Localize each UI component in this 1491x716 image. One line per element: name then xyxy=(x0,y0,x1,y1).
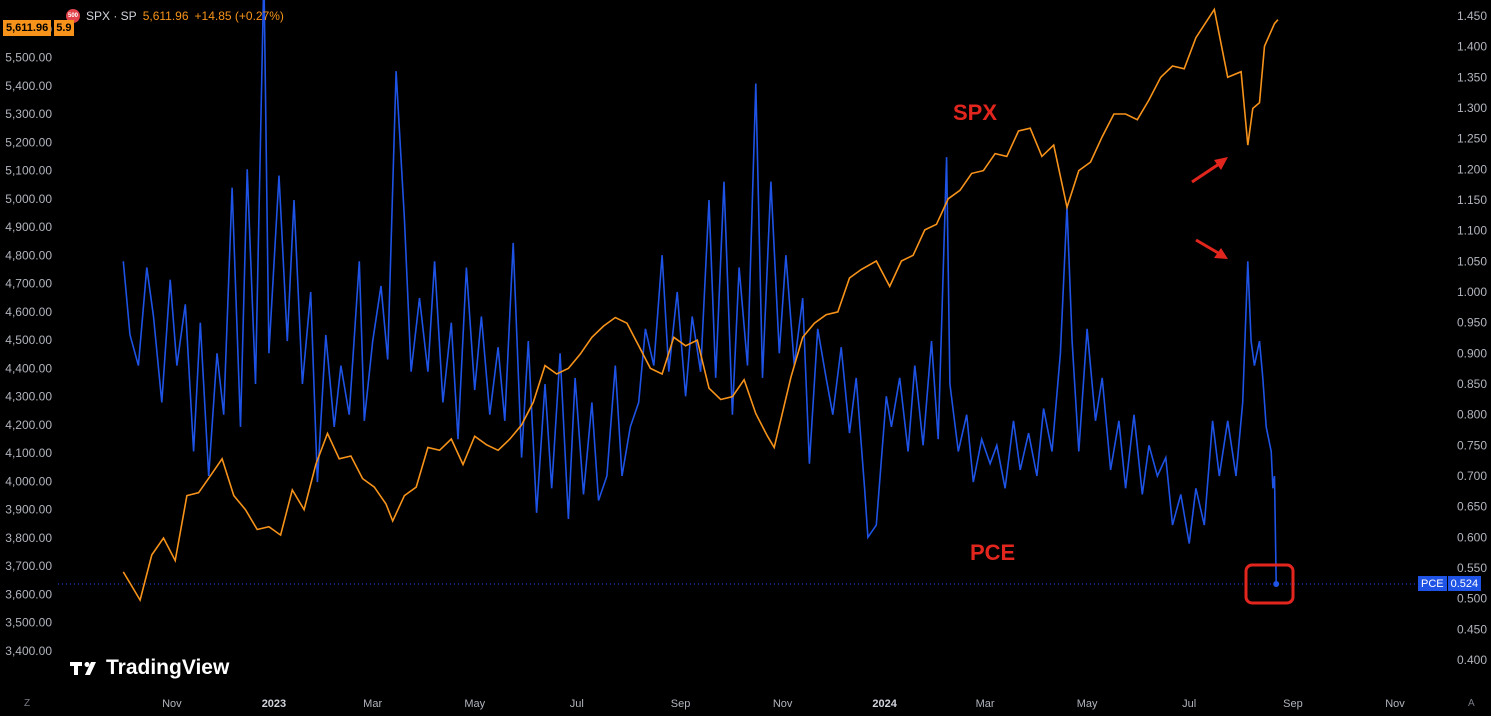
highlight-box xyxy=(1244,563,1295,605)
legend-symbol[interactable]: SPX · SP xyxy=(86,9,137,23)
time-axis-tick: May xyxy=(464,698,485,710)
time-axis-tick: Nov xyxy=(162,698,182,710)
left-axis-tick: 5,200.00 xyxy=(5,135,52,149)
left-axis-tick: 4,000.00 xyxy=(5,474,52,488)
right-axis-tick: 0.500 xyxy=(1457,592,1487,606)
spx-annotation-label: SPX xyxy=(953,100,998,125)
spx-price-tag-extra: 5.9 xyxy=(54,20,74,36)
spx-price-tag-value: 5,611.96 xyxy=(3,20,52,36)
pce-tag-label: PCE xyxy=(1418,576,1447,592)
left-axis-tick: 3,700.00 xyxy=(5,559,52,573)
right-axis-tick: 1.000 xyxy=(1457,285,1487,299)
tradingview-logo: TradingView xyxy=(70,656,229,680)
left-axis-tick: 3,800.00 xyxy=(5,531,52,545)
left-axis-tick: 5,400.00 xyxy=(5,79,52,93)
left-axis-tick: 4,800.00 xyxy=(5,248,52,262)
left-axis-tick: 4,200.00 xyxy=(5,418,52,432)
tradingview-wordmark: TradingView xyxy=(106,656,230,679)
right-axis-tick: 0.450 xyxy=(1457,622,1487,636)
left-axis-tick: 3,400.00 xyxy=(5,644,52,658)
time-axis-tick: Mar xyxy=(976,698,995,710)
right-axis-tick: 1.450 xyxy=(1457,9,1487,23)
right-axis-tick: 0.900 xyxy=(1457,346,1487,360)
legend-change: +14.85 (+0.27%) xyxy=(194,9,284,23)
right-axis-tick: 1.200 xyxy=(1457,162,1487,176)
time-axis-tick: Jul xyxy=(570,698,584,710)
right-axis-tick: 1.300 xyxy=(1457,101,1487,115)
right-axis-tick: 0.950 xyxy=(1457,316,1487,330)
left-axis-tick: 3,600.00 xyxy=(5,587,52,601)
sp500-badge-icon: 500 xyxy=(66,9,80,23)
left-axis-tick: 3,500.00 xyxy=(5,616,52,630)
left-axis-tick: 5,000.00 xyxy=(5,192,52,206)
left-price-axis[interactable]: 3,400.00 3,500.00 3,600.00 3,700.00 3,800.00… xyxy=(5,22,52,658)
spx-price-tag: 5,611.96 5.9 xyxy=(0,20,77,36)
left-axis-tick: 4,600.00 xyxy=(5,305,52,319)
time-axis-tick: Sep xyxy=(671,698,691,710)
corner-left-label[interactable]: Z xyxy=(24,698,31,709)
arrow-up-annotation xyxy=(1191,157,1228,184)
left-axis-tick: 4,900.00 xyxy=(5,220,52,234)
time-axis-tick: 2023 xyxy=(262,698,286,710)
spx-series-line xyxy=(122,7,1279,603)
right-axis-tick: 0.800 xyxy=(1457,408,1487,422)
left-axis-tick: 5,500.00 xyxy=(5,51,52,65)
right-axis-tick: 0.650 xyxy=(1457,500,1487,514)
pce-annotation-label: PCE xyxy=(970,540,1016,565)
right-axis-tick: 1.250 xyxy=(1457,132,1487,146)
right-axis-tick: 1.350 xyxy=(1457,70,1487,84)
left-axis-tick: 4,400.00 xyxy=(5,361,52,375)
time-axis-tick: May xyxy=(1077,698,1098,710)
right-axis-tick: 1.050 xyxy=(1457,254,1487,268)
arrow-down-annotation xyxy=(1195,238,1228,259)
pce-series-line xyxy=(122,0,1277,584)
right-axis-tick: 0.750 xyxy=(1457,438,1487,452)
time-axis-tick: Sep xyxy=(1283,698,1303,710)
time-axis-tick: 2024 xyxy=(872,698,897,710)
left-axis-tick: 4,100.00 xyxy=(5,446,52,460)
right-axis-tick: 1.100 xyxy=(1457,224,1487,238)
time-axis-tick: Jul xyxy=(1182,698,1196,710)
left-axis-tick: 4,700.00 xyxy=(5,277,52,291)
left-axis-tick: 5,100.00 xyxy=(5,164,52,178)
chart-legend[interactable]: 500 SPX · SP 5,611.96 +14.85 (+0.27%) xyxy=(66,6,284,26)
right-axis-tick: 1.150 xyxy=(1457,193,1487,207)
pce-last-point xyxy=(1273,580,1280,587)
time-axis-tick: Nov xyxy=(1385,698,1405,710)
right-axis-tick: 0.600 xyxy=(1457,530,1487,544)
right-axis-tick: 0.700 xyxy=(1457,469,1487,483)
time-axis[interactable]: Nov 2023 Mar May Jul Sep Nov 2024 Mar May Jul Sep No… xyxy=(162,698,1405,710)
tradingview-icon xyxy=(70,661,96,675)
left-axis-tick: 4,300.00 xyxy=(5,390,52,404)
left-axis-tick: 3,900.00 xyxy=(5,503,52,517)
pce-value-tag: PCE 0.524 xyxy=(1418,576,1482,592)
right-axis-tick: 1.400 xyxy=(1457,40,1487,54)
pce-tag-value: 0.524 xyxy=(1447,576,1482,592)
legend-price: 5,611.96 xyxy=(142,9,189,23)
right-price-axis[interactable]: 0.400 0.450 0.500 0.550 0.600 0.650 0.700 0.750… xyxy=(1457,9,1487,667)
time-axis-tick: Mar xyxy=(363,698,382,710)
corner-right-label[interactable]: A xyxy=(1468,698,1475,709)
right-axis-tick: 0.850 xyxy=(1457,377,1487,391)
right-axis-tick: 0.400 xyxy=(1457,653,1487,667)
time-axis-tick: Nov xyxy=(773,698,793,710)
left-axis-tick: 4,500.00 xyxy=(5,333,52,347)
right-axis-tick: 0.550 xyxy=(1457,561,1487,575)
left-axis-tick: 5,300.00 xyxy=(5,107,52,121)
